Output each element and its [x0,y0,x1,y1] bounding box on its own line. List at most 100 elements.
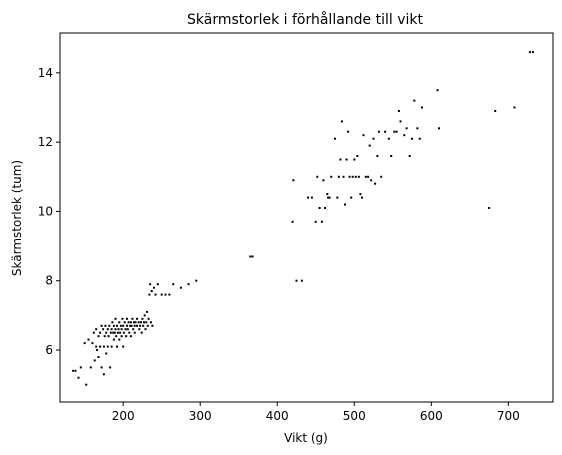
data-point [405,127,408,130]
data-point [89,366,92,369]
data-point [324,207,326,209]
data-point [150,290,153,293]
data-point [337,175,340,178]
data-point [137,321,140,324]
data-point [436,89,439,92]
data-point [380,175,383,178]
data-point [249,255,252,258]
data-point [164,293,167,296]
data-point [126,324,128,327]
data-point [95,345,98,348]
data-point [105,352,108,355]
data-point [129,321,132,324]
x-tick-label: 600 [420,409,443,423]
data-point [316,175,319,178]
data-point [129,324,132,327]
data-point [113,331,116,334]
data-point [362,134,365,137]
data-point [390,155,393,157]
y-axis-label: Skärmstorlek (tum) [10,160,24,276]
y-tick-label: 12 [38,135,53,149]
data-point [251,255,254,258]
data-point [353,158,356,161]
data-point [93,359,96,362]
data-point [418,137,421,140]
data-point [314,220,317,223]
data-point [136,324,138,327]
data-point [149,283,152,286]
data-point [387,137,390,140]
data-point [367,175,370,178]
data-point [351,175,354,178]
data-point [139,321,142,324]
data-point [307,196,309,199]
data-point [344,203,346,206]
data-point [374,182,377,185]
x-tick-label: 300 [189,409,212,423]
data-point [488,207,491,209]
data-point [411,137,413,140]
data-point [116,345,118,348]
data-point [377,130,380,133]
data-point [126,317,128,320]
data-point [115,335,118,338]
data-point [145,321,148,324]
data-point [103,335,106,338]
data-point [72,369,75,372]
data-point [112,331,115,334]
data-point [107,335,110,338]
data-point [122,345,125,348]
data-point [160,293,163,296]
data-point [148,293,151,296]
data-point [151,324,154,327]
x-tick-label: 200 [112,409,135,423]
data-point [114,328,117,331]
data-point [136,317,138,320]
data-points [72,51,534,386]
data-point [106,345,109,348]
data-point [124,328,127,331]
data-point [122,324,125,327]
y-tick-label: 14 [38,66,53,80]
data-point [179,286,182,289]
x-tick-label: 400 [266,409,289,423]
data-point [133,331,136,334]
x-axis-label: Vikt (g) [284,431,328,445]
x-tick-label: 500 [343,409,366,423]
data-point [132,328,135,331]
data-point [320,220,323,223]
data-point [195,279,198,282]
data-point [134,321,137,324]
data-point [104,324,107,327]
data-point [345,158,348,161]
data-point [127,321,130,324]
data-point [393,130,396,133]
data-point [130,324,133,327]
data-point [328,196,331,199]
data-point [102,373,105,376]
data-point [154,293,157,296]
data-point [99,331,102,334]
data-point [95,328,98,331]
data-point [413,99,416,102]
data-point [403,134,406,137]
y-tick-label: 6 [45,343,53,357]
data-point [114,317,117,320]
data-point [121,317,124,320]
data-point [350,196,353,199]
data-point [132,321,135,324]
data-point [421,106,423,109]
data-point [92,331,95,334]
data-point [79,366,82,369]
data-point [87,338,90,341]
data-point [347,130,350,133]
data-point [142,324,145,327]
data-point [494,110,497,112]
data-point [143,314,146,317]
data-point [110,345,113,348]
x-tick-label: 700 [497,409,520,423]
plot-area-frame [59,32,554,403]
data-point [528,51,531,54]
data-point [139,324,142,327]
